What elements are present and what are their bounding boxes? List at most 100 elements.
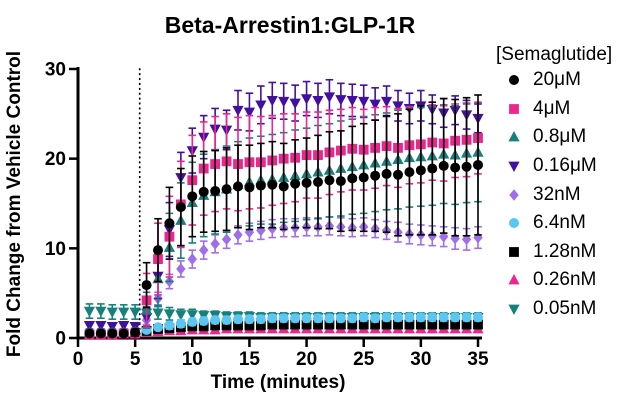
legend-item-4um: 4μM (490, 95, 642, 124)
data-point (153, 245, 163, 256)
data-point (233, 181, 243, 192)
data-point (83, 321, 96, 332)
data-point (210, 185, 221, 196)
data-point (473, 159, 483, 170)
data-point (461, 319, 472, 330)
data-point (175, 202, 186, 213)
legend-marker-icon (509, 246, 519, 257)
legend-item-label: 1.28nM (533, 240, 597, 262)
data-point (450, 312, 461, 323)
data-point (118, 328, 129, 339)
data-point (324, 175, 335, 186)
data-point (278, 313, 289, 324)
data-point (255, 180, 266, 191)
data-point (83, 306, 96, 318)
data-point (233, 314, 243, 325)
x-tick-label: 5 (130, 349, 141, 370)
legend-marker-icon (508, 304, 520, 316)
data-point (346, 95, 358, 107)
data-point (404, 167, 415, 178)
legend-item-label: 6.4nM (533, 212, 586, 234)
data-point (313, 313, 323, 324)
y-tick-label: 10 (45, 239, 66, 260)
data-point (415, 165, 426, 176)
data-point (450, 162, 461, 173)
legend-marker-icon (508, 161, 520, 173)
data-point (198, 321, 209, 332)
legend-marker-icon (508, 161, 520, 173)
legend-item-label: 0.26nM (533, 269, 597, 291)
data-point (278, 96, 290, 108)
legend-marker-icon (508, 131, 520, 142)
data-point (324, 313, 335, 324)
legend-item-label: 0.05nM (533, 298, 597, 320)
data-point (153, 322, 163, 333)
data-point (473, 319, 483, 330)
legend-marker-icon (509, 218, 519, 229)
data-point (427, 163, 438, 174)
x-tick-label: 15 (239, 349, 261, 370)
data-point (244, 182, 255, 193)
data-point (335, 319, 346, 330)
x-tick-label: 0 (73, 349, 84, 370)
data-point (461, 312, 472, 323)
data-point (152, 308, 164, 319)
data-point (107, 328, 118, 339)
data-point (358, 96, 370, 108)
data-point (301, 313, 312, 324)
data-point (381, 168, 392, 179)
data-point (163, 309, 176, 320)
data-point (199, 244, 209, 256)
data-point (221, 315, 232, 326)
data-point (369, 99, 381, 110)
legend-item-label: 20μM (533, 69, 581, 91)
data-point (335, 313, 346, 324)
axes: 0 10 20 30 0 5 10 15 20 25 30 35 (45, 60, 489, 371)
data-point (427, 319, 438, 330)
legend-items: 20μM 4μM 0.8μM 0.16μM 32nM 6.4nM 1.28nM 0.26nM 0… (490, 66, 642, 323)
data-point (198, 186, 209, 197)
data-point (335, 176, 346, 187)
data-point (244, 314, 255, 325)
legend-marker-icon (508, 131, 520, 142)
data-point (221, 233, 232, 246)
data-point (301, 177, 312, 188)
x-tick-label: 10 (182, 349, 203, 370)
data-point (210, 320, 221, 331)
data-point (198, 315, 209, 326)
data-point (347, 173, 358, 184)
chart-title: Beta-Arrestin1:GLP-1R (164, 12, 416, 38)
legend-item-label: 32nM (533, 183, 581, 205)
data-point (300, 94, 313, 105)
data-point (370, 313, 381, 324)
legend-item-label: 0.16μM (533, 155, 597, 177)
y-tick-label: 0 (55, 329, 66, 350)
data-point (267, 313, 278, 324)
data-point (370, 319, 381, 330)
data-point (267, 222, 277, 235)
y-tick-label: 20 (45, 149, 66, 170)
data-point (381, 312, 392, 323)
data-point (130, 327, 141, 338)
x-tick-label: 25 (353, 349, 375, 370)
data-point (393, 319, 403, 330)
data-point (415, 312, 426, 323)
data-point (255, 100, 267, 111)
data-point (427, 229, 437, 242)
data-point (358, 172, 369, 183)
data-point (187, 316, 198, 327)
legend-title: [Semaglutide] (496, 44, 613, 65)
data-point (129, 307, 141, 318)
data-point (278, 181, 289, 192)
data-point (267, 319, 278, 330)
data-point (95, 321, 107, 332)
data-point (106, 307, 118, 318)
data-point (370, 170, 381, 181)
y-axis-label: Fold Change from Vehicle Control (4, 50, 25, 358)
data-point (232, 105, 244, 117)
x-tick-label: 20 (296, 349, 317, 370)
data-point (186, 310, 198, 321)
data-point (323, 92, 336, 103)
data-point (221, 184, 232, 195)
